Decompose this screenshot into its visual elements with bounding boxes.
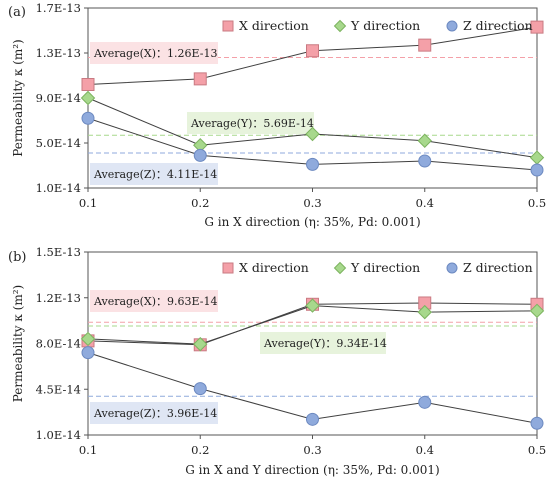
legend-marker-circle [446,20,458,32]
y-tick-label: 1.7E-13 [36,1,81,15]
legend-label: X direction [239,18,309,33]
x-tick-label: 0.2 [191,196,209,210]
legend-marker-circle [446,262,458,274]
data-point-diamond [193,336,208,352]
data-point-circle [193,148,207,162]
legend-label: Z direction [463,260,533,275]
x-tick-label: 0.5 [528,443,546,457]
data-point-circle [530,416,544,430]
data-point-circle [81,111,95,125]
legend-marker-square [222,20,234,32]
legend-label: Y direction [350,18,420,33]
y-tick-label: 1.2E-13 [36,291,81,305]
legend-label: Z direction [463,18,533,33]
data-point-circle [418,395,432,409]
data-point-circle [81,346,95,360]
x-tick-label: 0.3 [303,196,321,210]
legend-label: X direction [239,260,309,275]
data-point-diamond [305,126,320,142]
data-point-diamond [417,304,432,320]
chart-panel-b: 1.0E-14 4.5E-14 8.0E-14 1.2E-13 1.5E-13 0.1 0.… [8,245,546,477]
legend-marker-diamond [333,261,347,275]
y-tick-label: 8.0E-14 [36,337,81,351]
data-point-square [81,78,95,91]
x-tick-label: 0.1 [79,196,97,210]
x-tick-label: 0.1 [79,443,97,457]
average-label-box [260,332,386,354]
average-label: Average(Y)：9.34E-14 [263,337,387,350]
legend-label: Y direction [350,260,420,275]
data-point-circle [530,163,544,177]
x-tick-label: 0.4 [416,443,434,457]
average-label: Average(X)：1.26E-13 [93,47,217,60]
data-point-diamond [305,298,320,313]
y-axis-label: Permeability κ (m²) [11,39,25,157]
average-label: Average(Z)：4.11E-14 [93,168,217,181]
data-point-square [193,72,207,86]
legend-marker-diamond [333,19,347,33]
data-point-diamond [529,303,545,319]
y-axis-label: Permeability κ (m²) [11,285,25,403]
average-label: Average(Z)：3.96E-14 [93,407,217,420]
y-tick-label: 1.0E-14 [36,181,81,195]
data-point-circle [193,382,207,396]
data-point-circle [418,154,432,168]
average-label-box [90,402,218,424]
average-label-box [187,112,314,134]
x-tick-label: 0.5 [528,196,546,210]
average-label-box [90,290,218,312]
average-label-box [90,42,218,64]
x-axis-label: G in X direction (η: 35%, Pd: 0.001) [204,215,420,229]
y-tick-label: 4.5E-14 [36,382,81,396]
average-label-box [90,163,218,185]
y-tick-label: 1.5E-13 [36,245,81,259]
data-point-square [418,38,432,52]
average-label: Average(Y)：5.69E-14 [190,117,314,130]
x-tick-label: 0.4 [416,196,434,210]
x-tick-label: 0.3 [303,443,321,457]
chart-panel-a: 1.0E-14 5.0E-14 9.0E-14 1.3E-13 1.7E-13 0.1 0.… [8,1,546,229]
data-point-circle [306,412,319,426]
y-tick-label: 5.0E-14 [36,136,81,150]
data-point-square [306,44,319,58]
x-tick-label: 0.2 [191,443,209,457]
y-tick-label: 1.3E-13 [36,46,81,60]
panel-label: (a) [8,5,26,20]
legend-marker-square [222,262,234,274]
data-point-diamond [417,133,432,148]
average-label: Average(X)：9.63E-14 [93,295,217,308]
data-point-square [530,20,544,34]
y-tick-label: 9.0E-14 [36,91,81,105]
x-axis-label: G in X and Y direction (η: 35%, Pd: 0.00… [185,463,439,477]
data-point-circle [306,157,319,171]
data-point-diamond [80,90,96,106]
panel-label: (b) [8,250,26,265]
y-tick-label: 1.0E-14 [36,428,81,442]
data-point-diamond [80,331,96,347]
